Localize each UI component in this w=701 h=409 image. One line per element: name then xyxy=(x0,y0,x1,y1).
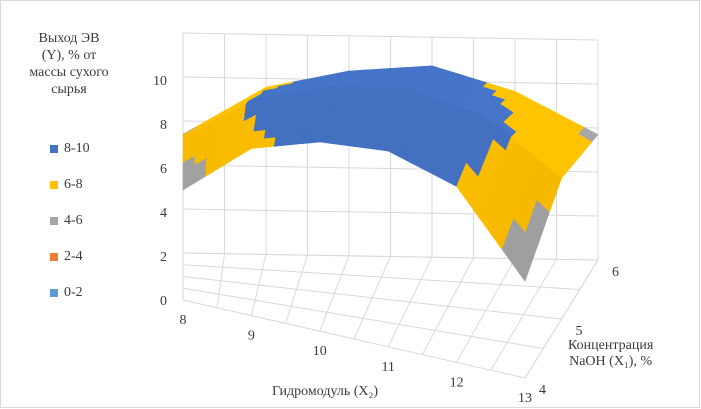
legend-swatch xyxy=(50,145,58,153)
legend-item: 6-8 xyxy=(50,176,83,194)
surface-patch xyxy=(251,138,265,149)
legend-label: 0-2 xyxy=(64,285,83,300)
x-axis-title: Гидромодуль (X₂) xyxy=(272,384,379,399)
surface xyxy=(182,65,599,282)
legend-item: 0-2 xyxy=(50,284,83,302)
legend-swatch xyxy=(50,217,58,225)
legend-title-line: Выход ЭВ xyxy=(38,31,100,46)
floor-gridline xyxy=(182,299,526,379)
legend-swatch xyxy=(50,181,58,189)
surface-patch xyxy=(263,128,278,140)
legend-title-line: (Y), % от xyxy=(41,48,97,63)
y-axis-title-line: Концентрация xyxy=(568,338,654,353)
legend-item: 2-4 xyxy=(50,248,83,266)
x-axis-ticks: 8 9 10 11 12 13 xyxy=(180,313,533,406)
x-tick-label: 10 xyxy=(313,344,327,359)
legend-title-line: массы сухого xyxy=(29,65,109,80)
floor-gridline xyxy=(524,259,599,379)
surface-patch xyxy=(513,248,532,282)
floor-gridline xyxy=(182,264,580,290)
floor-gridline xyxy=(182,287,544,349)
legend-label: 2-4 xyxy=(64,249,83,264)
legend-title-line: сырья xyxy=(51,82,87,97)
x-tick-label: 9 xyxy=(248,329,255,344)
y-tick-label: 5 xyxy=(576,324,583,339)
x-tick-label: 8 xyxy=(180,313,187,328)
y-tick-label: 4 xyxy=(539,383,546,398)
y-axis-ticks: 4 5 6 xyxy=(539,265,619,398)
x-tick-label: 13 xyxy=(518,391,532,406)
z-tick-label: 10 xyxy=(153,74,167,89)
surface-patch xyxy=(262,137,277,148)
surface-patch xyxy=(252,129,266,141)
z-tick-label: 2 xyxy=(160,250,167,265)
legend-label: 8-10 xyxy=(64,141,90,156)
z-tick-label: 8 xyxy=(160,118,167,133)
legend-title: Выход ЭВ (Y), % от массы сухого сырья xyxy=(16,30,122,98)
legend-swatch xyxy=(50,289,58,297)
legend-label: 6-8 xyxy=(64,177,83,192)
legend-item: 8-10 xyxy=(50,140,90,158)
z-tick-label: 6 xyxy=(160,162,167,177)
legend-item: 4-6 xyxy=(50,212,83,230)
z-tick-label: 4 xyxy=(160,206,167,221)
floor-gridline xyxy=(182,276,562,320)
x-tick-label: 11 xyxy=(381,360,394,375)
z-axis-ticks: 0 2 4 6 8 10 xyxy=(153,74,167,309)
y-axis-title-line: NaOH (X₁), % xyxy=(569,354,653,369)
legend-swatch xyxy=(50,253,58,261)
z-tick-label: 0 xyxy=(160,294,167,309)
y-tick-label: 6 xyxy=(612,265,619,280)
y-axis-title: Концентрация NaOH (X₁), % xyxy=(568,338,653,370)
x-tick-label: 12 xyxy=(450,375,464,390)
legend-label: 4-6 xyxy=(64,213,83,228)
